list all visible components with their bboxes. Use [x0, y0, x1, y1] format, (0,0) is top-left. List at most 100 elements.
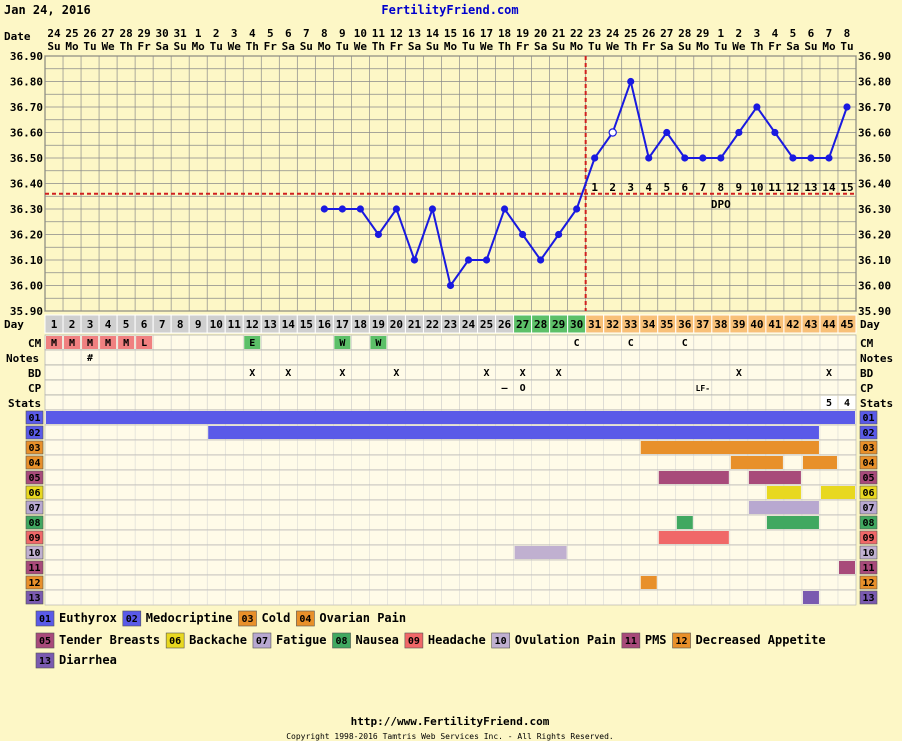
weekday-label: Tu — [462, 40, 475, 53]
date-label: 25 — [624, 27, 637, 40]
cycle-day-label: 28 — [534, 318, 547, 331]
symptom-code-label: 03 — [28, 443, 40, 454]
temperature-point — [428, 205, 437, 213]
site-link[interactable]: FertilityFriend.com — [381, 3, 518, 17]
date-label: 18 — [498, 27, 511, 40]
bd-label-left: BD — [28, 367, 42, 380]
cycle-day-label: 17 — [336, 318, 349, 331]
temperature-point — [392, 205, 401, 213]
weekday-label: Fr — [768, 40, 782, 53]
temperature-point — [807, 154, 815, 162]
symptom-bar — [640, 576, 657, 589]
weekday-label: Tu — [210, 40, 223, 53]
temperature-point — [645, 154, 653, 162]
symptom-code-box-left — [25, 410, 44, 425]
weekday-label: Mo — [570, 40, 584, 53]
legend-swatch — [165, 632, 185, 649]
y-tick-label: 36.50 — [858, 152, 891, 165]
temperature-point — [753, 103, 761, 111]
cycle-day-label: 30 — [570, 318, 583, 331]
cycle-day-label: 37 — [696, 318, 709, 331]
cycle-day-label: 3 — [87, 318, 94, 331]
dpo-number: 7 — [699, 181, 706, 194]
date-label: 21 — [552, 27, 566, 40]
legend-swatch — [491, 632, 510, 649]
symptom-code-box-left — [25, 470, 44, 485]
symptom-code-box-left — [25, 575, 44, 590]
date-label: 29 — [696, 27, 709, 40]
legend-code: 06 — [169, 636, 181, 647]
cp-mark: O — [520, 383, 526, 394]
symptom-bar — [730, 456, 783, 469]
cm-mark: M — [123, 338, 129, 349]
temperature-point — [627, 77, 635, 86]
weekday-label: Mo — [444, 40, 458, 53]
symptom-code-box-right — [859, 425, 878, 440]
legend-swatch — [332, 632, 351, 649]
symptom-code-label: 05 — [862, 473, 874, 484]
symptom-row — [44, 559, 857, 576]
legend-name: Ovulation Pain — [515, 633, 616, 647]
stats-cell — [838, 396, 855, 409]
weekday-label: Fr — [642, 40, 656, 53]
legend-code: 12 — [676, 636, 688, 647]
y-tick-label: 36.80 — [10, 76, 43, 89]
legend-code: 05 — [39, 636, 51, 647]
temperature-line — [324, 77, 848, 288]
bd-mark: X — [339, 368, 345, 379]
stats-mark: 4 — [844, 398, 850, 409]
symptom-code-box-right — [859, 530, 878, 545]
y-tick-label: 36.10 — [10, 254, 43, 267]
weekday-label: We — [228, 40, 242, 53]
cycle-day-label: 29 — [552, 318, 565, 331]
symptom-code-label: 07 — [862, 503, 874, 514]
row-stats — [44, 394, 857, 411]
footer-url[interactable]: http://www.FertilityFriend.com — [351, 715, 550, 728]
cycle-day-label: 7 — [159, 318, 166, 331]
date-label: 1 — [195, 27, 202, 40]
temperature-point — [789, 154, 797, 162]
weekday-label: Fr — [137, 40, 151, 53]
symptom-code-label: 04 — [28, 458, 40, 469]
symptom-code-label: 10 — [862, 548, 874, 559]
bd-mark: X — [520, 368, 526, 379]
legend-name: Diarrhea — [59, 653, 117, 667]
y-tick-label: 36.50 — [10, 152, 43, 165]
date-label: 16 — [462, 27, 476, 40]
cm-mark: W — [375, 338, 382, 349]
notes-label-right: Notes — [860, 352, 893, 365]
date-label: 8 — [844, 27, 851, 40]
weekday-label: Th — [372, 40, 385, 53]
bd-mark: X — [285, 368, 291, 379]
date-label: 11 — [372, 27, 386, 40]
legend-code: 13 — [39, 656, 51, 667]
weekday-label: Sa — [156, 40, 169, 53]
weekday-label: Tu — [714, 40, 727, 53]
date-label: 3 — [754, 27, 761, 40]
temperature-point — [320, 205, 328, 213]
legend-code: 03 — [241, 614, 253, 625]
symptom-row — [44, 574, 857, 591]
cycle-day-label: 4 — [105, 318, 112, 331]
cycle-day-label: 40 — [750, 318, 763, 331]
legend-code: 08 — [336, 636, 348, 647]
cycle-day-cell — [837, 314, 857, 334]
cm-cell — [244, 336, 261, 349]
legend-swatch — [35, 652, 55, 669]
cm-mark: C — [574, 338, 580, 349]
temperature-point — [374, 230, 383, 239]
date-label: 8 — [321, 27, 328, 40]
symptom-code-box-left — [25, 455, 44, 470]
symptom-bar — [676, 516, 693, 529]
date-label: 7 — [826, 27, 833, 40]
symptom-bar — [820, 486, 855, 499]
cycle-day-label: 6 — [141, 318, 148, 331]
symptom-code-label: 12 — [28, 578, 40, 589]
date-label: 23 — [588, 27, 601, 40]
cm-mark: M — [87, 338, 93, 349]
y-tick-label: 36.30 — [858, 203, 891, 216]
cycle-day-label: 15 — [300, 318, 313, 331]
cm-label-right: CM — [860, 337, 874, 350]
temperature-point — [410, 256, 419, 264]
weekday-label: Th — [246, 40, 259, 53]
